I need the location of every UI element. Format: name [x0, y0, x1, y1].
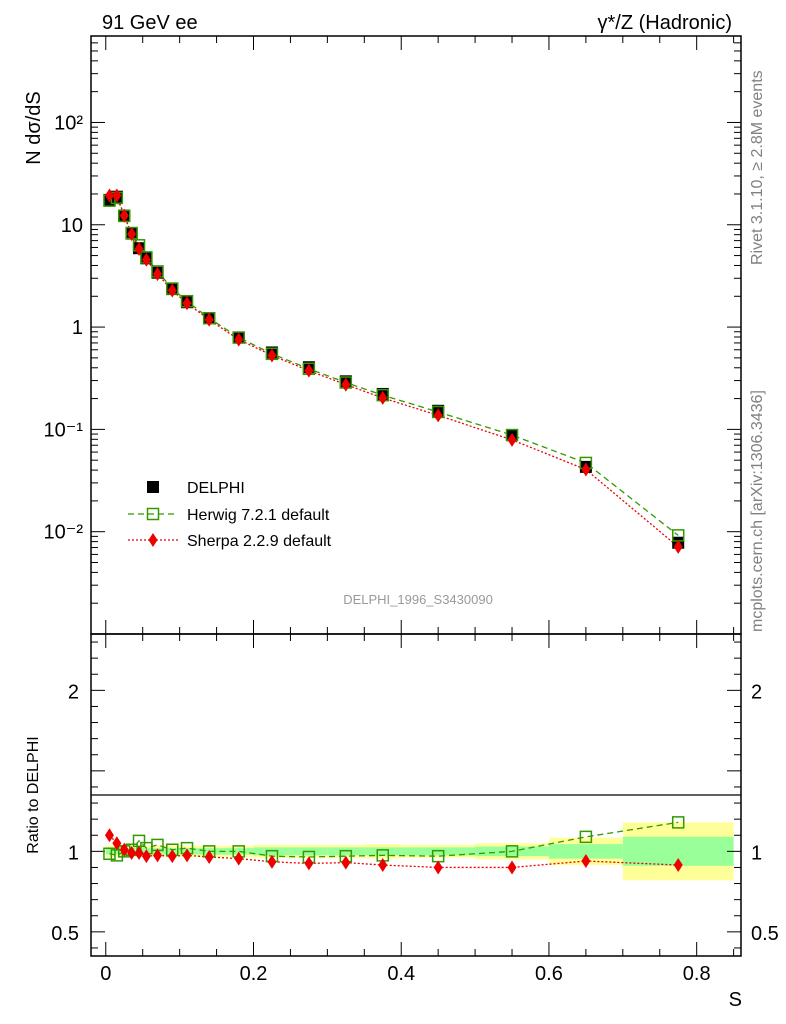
band-inner	[364, 847, 402, 856]
ratio-point-series-1	[204, 849, 214, 864]
ratio-panel-frame	[90, 633, 742, 957]
ratio-point-series-1	[234, 851, 244, 866]
ratio-point-series-1	[152, 848, 162, 863]
ratio-panel-x-tick-labels: 0 0.2 0.4 0.6 0.8	[100, 963, 710, 985]
ratio-point-series-1	[182, 848, 192, 863]
data-point-series-2	[507, 432, 517, 447]
data-point-series-2	[204, 312, 214, 327]
main-panel: 10⁻² 10⁻¹ 1 10 10² N dσ/dS DELPHI_1996_S3430…	[23, 35, 742, 635]
rivet-label: Rivet 3.1.10, ≥ 2.8M events	[749, 70, 766, 265]
legend: DELPHI Herwig 7.2.1 default Sherpa 2.2.9 d…	[128, 480, 332, 550]
ratio-point-series-0	[103, 847, 116, 861]
data-point-series-2	[112, 188, 122, 203]
legend-label: Herwig 7.2.1 default	[187, 507, 330, 524]
ratio-point-series-1	[507, 860, 517, 875]
ratio-point-series-1	[134, 845, 144, 860]
y-tick-label-right: 2	[751, 681, 762, 703]
y-tick-label: 2	[68, 681, 79, 703]
ratio-point-series-1	[341, 855, 351, 870]
legend-label: Sherpa 2.2.9 default	[187, 533, 332, 550]
y-tick-label-right: 1	[751, 842, 762, 864]
data-point-series-2	[127, 227, 137, 242]
data-point-series-2	[119, 208, 129, 223]
ratio-point-series-1	[104, 828, 114, 843]
y-tick-label-right: 0.5	[751, 923, 779, 945]
ratio-point-series-0	[671, 816, 685, 829]
x-tick-label: 0.8	[683, 963, 711, 985]
y-tick-label: 10²	[54, 112, 83, 134]
ratio-point-series-1	[673, 858, 683, 873]
legend-marker	[148, 533, 158, 547]
legend-label: DELPHI	[187, 480, 245, 497]
ratio-point-series-1	[581, 854, 591, 869]
ratio-point-series-1	[378, 858, 388, 873]
band-inner	[105, 848, 114, 855]
ratio-panel-series	[103, 816, 685, 875]
legend-marker	[146, 507, 160, 521]
main-y-axis-label: N dσ/dS	[23, 91, 45, 165]
ratio-point-series-0	[579, 830, 593, 844]
y-tick-label: 10⁻¹	[44, 419, 84, 441]
y-tick-label: 0.5	[51, 923, 79, 945]
legend-marker	[147, 481, 159, 493]
data-point-series-2	[134, 241, 144, 256]
ratio-point-series-1	[304, 856, 314, 871]
x-tick-label: 0.6	[535, 963, 563, 985]
ratio-point-series-1	[433, 860, 443, 875]
data-point-series-2	[433, 408, 443, 423]
data-point-series-2	[341, 377, 351, 392]
header-left: 91 GeV ee	[102, 12, 198, 34]
band-inner	[548, 844, 623, 859]
mcplots-label: mcplots.cern.ch [arXiv:1306.3436]	[749, 390, 766, 632]
y-tick-label: 10	[61, 215, 83, 237]
data-point-series-2	[304, 363, 314, 378]
data-point-series-2	[267, 348, 277, 363]
y-tick-label: 1	[72, 317, 83, 339]
data-point-series-2	[581, 462, 591, 477]
header-right: γ*/Z (Hadronic)	[598, 12, 732, 34]
main-panel-series	[103, 188, 685, 554]
y-tick-label: 1	[68, 842, 79, 864]
data-point-series-2	[378, 390, 388, 405]
y-tick-label: 10⁻²	[44, 522, 84, 544]
band-inner	[113, 848, 121, 855]
data-point-series-2	[167, 283, 177, 298]
data-point-series-2	[104, 188, 114, 203]
data-point-series-2	[141, 252, 151, 267]
ratio-point-series-1	[141, 849, 151, 864]
ratio-panel-ticks	[91, 634, 741, 956]
ratio-point-series-1	[127, 845, 137, 860]
x-tick-label: 0.4	[387, 963, 415, 985]
ratio-panel-y-tick-labels: 0.5 0.5 1 1 2 2	[51, 681, 779, 945]
x-axis-label: S	[729, 989, 742, 1011]
ratio-point-series-1	[119, 842, 129, 857]
ratio-y-axis-label: Ratio to DELPHI	[25, 736, 42, 853]
analysis-watermark: DELPHI_1996_S3430090	[343, 592, 493, 607]
x-tick-label: 0	[100, 963, 111, 985]
ratio-point-series-1	[167, 849, 177, 864]
data-point-series-2	[234, 332, 244, 347]
data-point-series-2	[182, 296, 192, 311]
ratio-point-series-1	[267, 854, 277, 869]
data-point-series-2	[673, 539, 683, 554]
main-panel-y-tick-labels: 10⁻² 10⁻¹ 1 10 10²	[44, 112, 84, 543]
ratio-point-series-0	[505, 845, 519, 858]
data-point-series-2	[152, 267, 162, 282]
x-tick-label: 0.2	[240, 963, 268, 985]
band-inner	[223, 848, 254, 855]
ratio-uncertainty-bands	[105, 822, 734, 881]
ratio-point-series-1	[112, 836, 122, 851]
ratio-panel: 0.5 0.5 1 1 2 2 0 0.2 0.4 0.6 0.8 Ratio to DELPHI…	[25, 633, 779, 1011]
